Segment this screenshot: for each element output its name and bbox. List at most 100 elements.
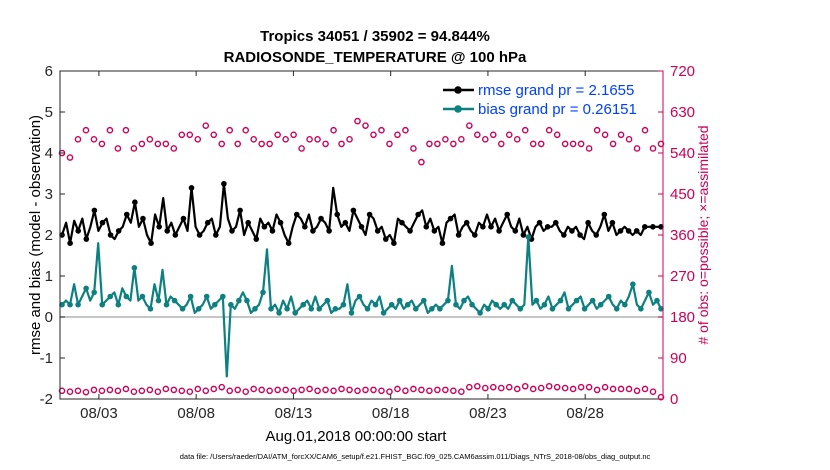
possible-obs-marker [298,386,305,394]
bias-point [485,306,491,312]
possible-obs-marker [66,154,74,161]
bias-point [404,301,411,308]
rmse-point [350,207,357,214]
rmse-point [544,224,551,230]
rmse-point [561,232,567,238]
bias-point [179,306,186,312]
possible-obs-marker [186,388,194,396]
bias-point [638,306,644,312]
bias-point [477,310,483,316]
possible-obs-marker [122,385,130,393]
rmse-point [472,232,478,238]
rmse-point [391,240,397,246]
bias-point [565,306,572,312]
bias-point [517,306,524,312]
possible-obs-marker [66,388,74,396]
possible-obs-marker [442,136,449,143]
possible-obs-marker [394,385,401,393]
possible-obs-marker [497,384,505,392]
bias-point [509,297,516,304]
rmse-point [253,236,260,242]
y-right-tick-label: 0 [670,391,678,408]
bias-point [396,297,403,304]
possible-obs-marker [58,387,66,395]
possible-obs-marker [210,131,218,139]
possible-obs-marker [202,122,210,129]
possible-obs-marker [258,386,265,394]
rmse-point [577,232,583,238]
y-tick-label: 3 [45,186,53,203]
rmse-point [488,224,494,230]
legend-bias-marker [454,105,462,113]
bias-point [630,281,636,288]
rmse-point [374,228,381,234]
rmse-point [609,219,616,226]
rmse-point [399,219,405,226]
legend-bias-label: bias grand pr = 0.26151 [478,101,637,118]
rmse-point [552,219,559,226]
possible-obs-marker [617,385,625,393]
possible-obs-marker [657,140,665,148]
possible-obs-marker [402,126,409,134]
possible-obs-marker [609,385,617,393]
possible-obs-marker [122,126,130,134]
y-right-tick-label: 720 [670,63,695,80]
possible-obs-marker [290,131,297,139]
possible-obs-marker [306,136,313,143]
possible-obs-marker [306,385,313,393]
rmse-point [601,211,608,218]
footnote: data file: /Users/raeder/DAI/ATM_forcXX/… [180,452,651,461]
bias-point [139,293,146,300]
bias-point [340,301,347,308]
possible-obs-marker [178,131,186,139]
legend-rmse-label: rmse grand pr = 2.1655 [478,82,634,99]
y-tick-label: 1 [45,268,53,285]
bias-point [228,301,234,308]
possible-obs-marker [577,140,585,148]
bias-point [276,310,282,316]
possible-obs-marker [274,131,281,139]
y-tick-label: -2 [40,391,53,408]
possible-obs-marker [442,386,449,394]
rmse-point [237,207,243,214]
bias-point [115,301,122,308]
y-right-tick-label: 630 [670,104,695,121]
bias-point [324,297,331,304]
possible-obs-marker [218,140,226,148]
rmse-point [342,219,349,226]
bias-point [412,306,419,312]
possible-obs-marker [601,131,609,139]
possible-obs-marker [186,131,194,139]
y-tick-label: 6 [45,63,53,80]
legend: rmse grand pr = 2.1655 bias grand pr = 0… [443,82,637,118]
possible-obs-marker [370,386,377,394]
bias-point [613,306,620,312]
rmse-point [382,236,389,242]
bias-point [557,297,564,304]
possible-obs-marker [298,145,305,152]
bias-point [589,297,596,304]
possible-obs-marker [553,131,561,139]
y-right-tick-label: 270 [670,268,695,285]
possible-obs-marker [162,385,170,393]
possible-obs-marker [617,131,625,139]
bias-point [59,301,65,308]
possible-obs-marker [98,140,106,148]
possible-obs-marker [170,386,178,394]
possible-obs-marker [194,136,202,143]
possible-obs-marker [466,383,473,391]
rmse-point [496,228,502,234]
possible-obs-marker [354,117,361,125]
rmse-point [318,215,324,222]
possible-obs-marker [106,126,114,134]
x-tick-label: 08/03 [80,405,118,422]
bias-point [549,306,556,312]
bias-point [187,293,194,300]
possible-obs-marker [362,386,369,394]
x-tick-label: 08/08 [177,405,215,422]
rmse-point [633,228,640,234]
possible-obs-marker [641,385,649,393]
possible-obs-marker [386,140,393,148]
rmse-point [188,185,195,191]
